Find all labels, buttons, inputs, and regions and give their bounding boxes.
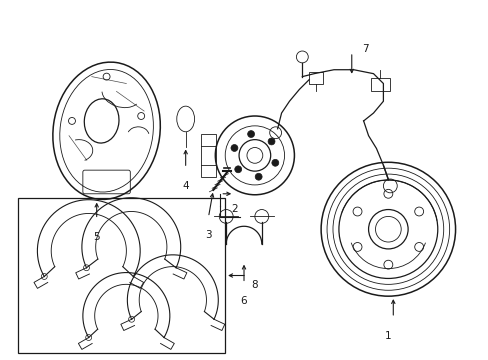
Text: 2: 2 [230, 204, 237, 213]
Circle shape [234, 166, 241, 173]
Circle shape [230, 144, 238, 152]
Text: 4: 4 [182, 181, 188, 191]
Circle shape [255, 173, 262, 180]
Text: 1: 1 [384, 330, 391, 341]
Text: 8: 8 [250, 280, 257, 291]
Bar [200, 134, 216, 177]
Text: 3: 3 [204, 230, 211, 240]
Circle shape [267, 138, 274, 145]
Text: 6: 6 [240, 296, 247, 306]
Bar [308, 72, 323, 84]
Circle shape [271, 159, 278, 166]
Text: 5: 5 [93, 232, 100, 242]
Bar [18, 198, 225, 353]
Text: 7: 7 [362, 44, 368, 54]
Bar [370, 78, 389, 91]
Circle shape [247, 131, 254, 138]
